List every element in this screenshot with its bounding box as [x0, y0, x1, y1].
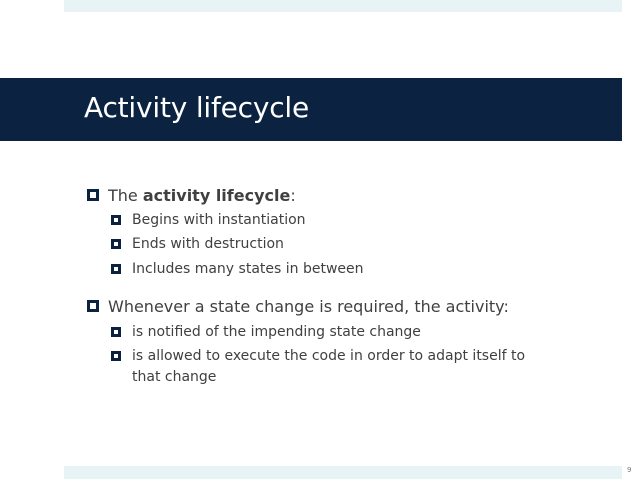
square-bullet-icon [111, 351, 121, 361]
page-number: 9 [627, 466, 632, 474]
bullet-1-sub-2: Ends with destruction [132, 236, 284, 252]
square-bullet-icon [111, 327, 121, 337]
bullet-1-text: The activity lifecycle: [108, 186, 296, 205]
square-bullet-icon [111, 215, 121, 225]
bullet-1-sub-1: Begins with instantiation [132, 212, 306, 228]
square-bullet-icon [87, 300, 99, 312]
bottom-decorative-band [64, 466, 622, 479]
square-bullet-icon [87, 189, 99, 201]
bullet-2-text: Whenever a state change is required, the… [108, 297, 509, 316]
bullet-1-sub-3: Includes many states in between [132, 261, 364, 277]
bullet-2-sub-2: is allowed to execute the code in order … [132, 348, 526, 364]
bullet-2-sub-1: is notified of the impending state chang… [132, 324, 421, 340]
title-bar [0, 78, 622, 141]
bullet-2-sub-2-continued: that change [132, 369, 217, 385]
top-decorative-band [64, 0, 622, 12]
square-bullet-icon [111, 264, 121, 274]
square-bullet-icon [111, 239, 121, 249]
slide-title: Activity lifecycle [84, 91, 310, 124]
